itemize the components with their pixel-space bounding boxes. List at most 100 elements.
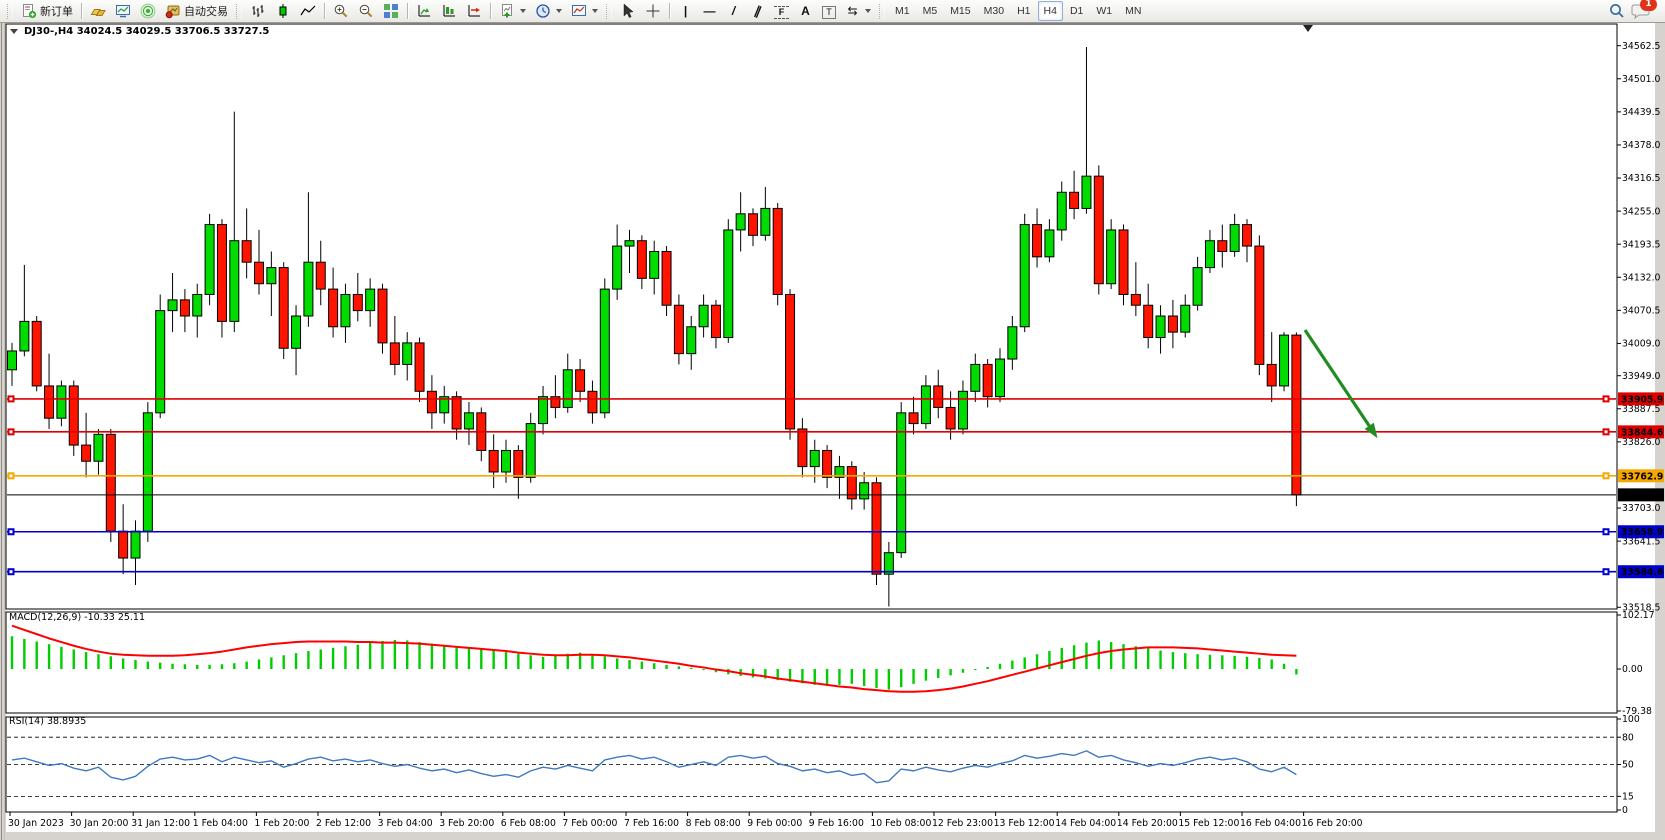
autotrading-label: 自动交易: [184, 6, 228, 18]
toolbar-grip[interactable]: [606, 3, 612, 19]
chart-bars-button[interactable]: [246, 1, 270, 21]
arrows-icon: [845, 3, 860, 19]
timeframe-button-m30[interactable]: M30: [978, 1, 1010, 21]
toolbar-grip[interactable]: [879, 3, 885, 19]
signals-button[interactable]: [136, 1, 160, 21]
period-selector-button[interactable]: [531, 1, 566, 21]
vertical-line-icon: [678, 3, 693, 19]
autotrading-button[interactable]: 自动交易: [161, 1, 232, 21]
price-axis-tick: 33703.0: [1622, 503, 1661, 514]
vertical-line-tool-button[interactable]: [674, 1, 697, 21]
new-order-icon: [21, 3, 37, 19]
price-axis-tick: 33826.0: [1622, 437, 1661, 448]
label-tool-button[interactable]: [818, 1, 840, 21]
time-axis-label: 9 Feb 16:00: [809, 818, 864, 829]
text-tool-button[interactable]: [794, 1, 817, 21]
text-label-icon: [822, 5, 836, 19]
new-order-label: 新订单: [40, 6, 73, 18]
cursor-tool-button[interactable]: [616, 1, 640, 21]
svg-text:33844.6: 33844.6: [1621, 427, 1663, 438]
template-button[interactable]: [567, 1, 602, 21]
timeframe-button-m5[interactable]: M5: [917, 1, 944, 21]
toolbar-grip[interactable]: [236, 3, 242, 19]
toolbar-separator: [324, 3, 325, 19]
timeframe-toolbar: M1 M5 M15 M30 H1 H4 D1 W1 MN: [889, 1, 1147, 21]
zoom-in-icon: [333, 3, 349, 19]
crosshair-tool-button[interactable]: [641, 1, 665, 21]
price-axis-tick: 33887.5: [1622, 404, 1661, 415]
zoom-out-icon: [358, 3, 374, 19]
cursor-icon: [620, 3, 636, 19]
trendline-tool-button[interactable]: [722, 1, 745, 21]
search-button[interactable]: [1604, 1, 1630, 21]
timeframe-button-h4[interactable]: H4: [1037, 1, 1063, 21]
chart-title-ohlc: DJ30-,H4 34024.5 34029.5 33706.5 33727.5: [24, 26, 270, 37]
time-axis-label: 14 Feb 04:00: [1055, 818, 1116, 829]
channel-tool-button[interactable]: [746, 1, 769, 21]
price-axis-tick: 34132.0: [1622, 272, 1661, 283]
price-level-badge: [1618, 488, 1664, 502]
notifications-button[interactable]: 1: [1631, 0, 1657, 20]
chart-shift-button[interactable]: [462, 1, 486, 21]
dropdown-icon[interactable]: [865, 9, 871, 13]
new-order-button[interactable]: 新订单: [17, 1, 77, 21]
price-level-badge: [1618, 565, 1664, 579]
chart-line-button[interactable]: [296, 1, 320, 21]
zoom-in-button[interactable]: [329, 1, 353, 21]
timeframe-button-d1[interactable]: D1: [1064, 1, 1089, 21]
svg-text:33905.9: 33905.9: [1621, 394, 1663, 405]
toolbar-separator: [669, 3, 670, 19]
bar-chart-icon: [250, 3, 266, 19]
fibonacci-tool-button[interactable]: [770, 1, 793, 21]
dropdown-icon[interactable]: [556, 9, 562, 13]
time-axis-label: 3 Feb 04:00: [378, 818, 433, 829]
svg-text:33584.6: 33584.6: [1621, 567, 1663, 578]
macd-axis-tick: -79.38: [1622, 706, 1652, 717]
new-chart-icon: [499, 3, 515, 19]
timeframe-button-mn[interactable]: MN: [1119, 1, 1147, 21]
price-axis-tick: 34193.5: [1622, 239, 1661, 250]
toolbar-grip[interactable]: [7, 3, 13, 19]
price-level-badge: [1618, 525, 1664, 539]
price-axis-tick: 34439.5: [1622, 107, 1661, 118]
one-click-expand-icon[interactable]: [10, 29, 18, 34]
tile-windows-button[interactable]: [379, 1, 403, 21]
crosshair-icon: [645, 3, 661, 19]
new-chart-button[interactable]: [495, 1, 530, 21]
dropdown-icon[interactable]: [520, 9, 526, 13]
timeframe-button-h1[interactable]: H1: [1011, 1, 1036, 21]
time-axis-label: 31 Jan 12:00: [131, 818, 190, 829]
chart-candles-button[interactable]: [271, 1, 295, 21]
line-chart-icon: [300, 3, 316, 19]
equidistant-channel-icon: [750, 3, 765, 19]
time-axis-label: 13 Feb 12:00: [994, 818, 1055, 829]
timeframe-button-w1[interactable]: W1: [1090, 1, 1118, 21]
terminal-button[interactable]: [111, 1, 135, 21]
monitor-chart-icon: [115, 3, 131, 19]
price-chart[interactable]: 34562.5 34501.0 34439.5 34378.0 34316.5 34255…: [0, 23, 1665, 840]
macd-signal-line: [11, 624, 1297, 693]
autotrading-icon: [165, 3, 181, 19]
timeframe-button-m15[interactable]: M15: [944, 1, 976, 21]
add-indicator-button[interactable]: [412, 1, 436, 21]
shapes-tool-button[interactable]: [841, 1, 875, 21]
horizontal-line-tool-button[interactable]: [698, 1, 721, 21]
timeframe-button-m1[interactable]: M1: [889, 1, 916, 21]
gold-bars-button[interactable]: [86, 1, 110, 21]
time-axis-label: 14 Feb 20:00: [1117, 818, 1178, 829]
price-axis-tick: 34316.5: [1622, 173, 1661, 184]
trendline-icon: [726, 3, 741, 19]
macd-indicator-label: MACD(12,26,9) -10.33 25.11: [9, 612, 146, 623]
dropdown-icon[interactable]: [592, 9, 598, 13]
time-axis-label: 16 Feb 20:00: [1302, 818, 1363, 829]
time-axis-label: 1 Feb 20:00: [254, 818, 309, 829]
indicator-window-button[interactable]: [437, 1, 461, 21]
toolbar-separator: [490, 3, 491, 19]
rsi-indicator-label: RSI(14) 38.8935: [9, 716, 87, 727]
signal-icon: [140, 3, 156, 19]
price-level-badge: [1618, 469, 1664, 483]
time-axis-label: 30 Jan 2023: [8, 818, 64, 829]
time-axis-label: 3 Feb 20:00: [439, 818, 494, 829]
candles-layer: [7, 47, 1302, 607]
zoom-out-button[interactable]: [354, 1, 378, 21]
